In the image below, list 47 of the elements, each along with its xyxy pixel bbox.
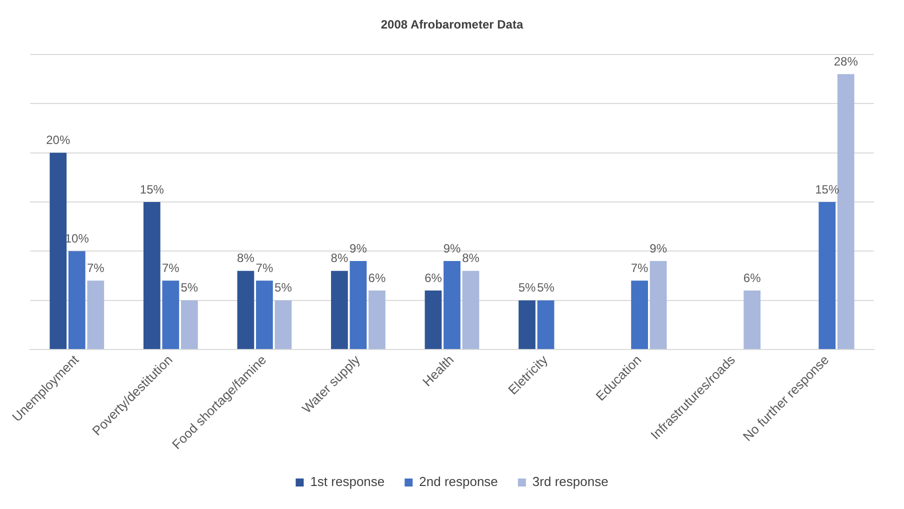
data-label: 6% — [368, 270, 386, 285]
bar — [518, 300, 536, 350]
bar — [368, 290, 386, 350]
data-label: 9% — [650, 241, 668, 256]
bar — [256, 280, 273, 350]
bar — [424, 290, 442, 350]
data-label: 6% — [424, 270, 442, 285]
bar — [818, 202, 836, 350]
bar — [837, 74, 854, 350]
legend-label: 2nd response — [419, 474, 498, 490]
bar — [537, 300, 554, 350]
data-label: 15% — [140, 182, 164, 196]
bar — [162, 280, 180, 350]
data-label: 7% — [256, 260, 274, 275]
chart-title: 2008 Afrobarometer Data — [380, 18, 524, 32]
data-label: 15% — [815, 182, 840, 196]
bar — [143, 202, 160, 350]
bar — [237, 270, 254, 350]
legend-label: 3rd response — [532, 474, 608, 490]
data-label: 8% — [462, 251, 480, 266]
data-label: 7% — [630, 260, 649, 275]
data-label: 7% — [86, 260, 105, 275]
data-label: 7% — [162, 260, 180, 275]
bar — [631, 280, 648, 350]
bar — [50, 152, 67, 350]
data-label: 5% — [518, 280, 536, 295]
bar — [444, 261, 460, 350]
data-label: 8% — [237, 251, 255, 266]
bar — [650, 261, 667, 350]
data-label: 6% — [743, 270, 762, 285]
bar — [462, 270, 480, 350]
data-label: 9% — [443, 241, 461, 256]
data-label: 8% — [330, 251, 348, 266]
bar — [350, 261, 367, 350]
data-label: 9% — [350, 241, 368, 256]
legend-label: 1st response — [310, 474, 385, 490]
bar — [180, 300, 198, 350]
bar — [87, 280, 104, 350]
data-label: 20% — [46, 133, 70, 148]
data-label: 28% — [834, 54, 858, 68]
bar — [68, 251, 86, 350]
data-label: 5% — [180, 280, 198, 295]
data-label: 5% — [274, 280, 292, 295]
bar — [274, 300, 292, 350]
bar — [744, 290, 761, 350]
data-label: 5% — [537, 280, 555, 295]
bar — [331, 270, 348, 350]
